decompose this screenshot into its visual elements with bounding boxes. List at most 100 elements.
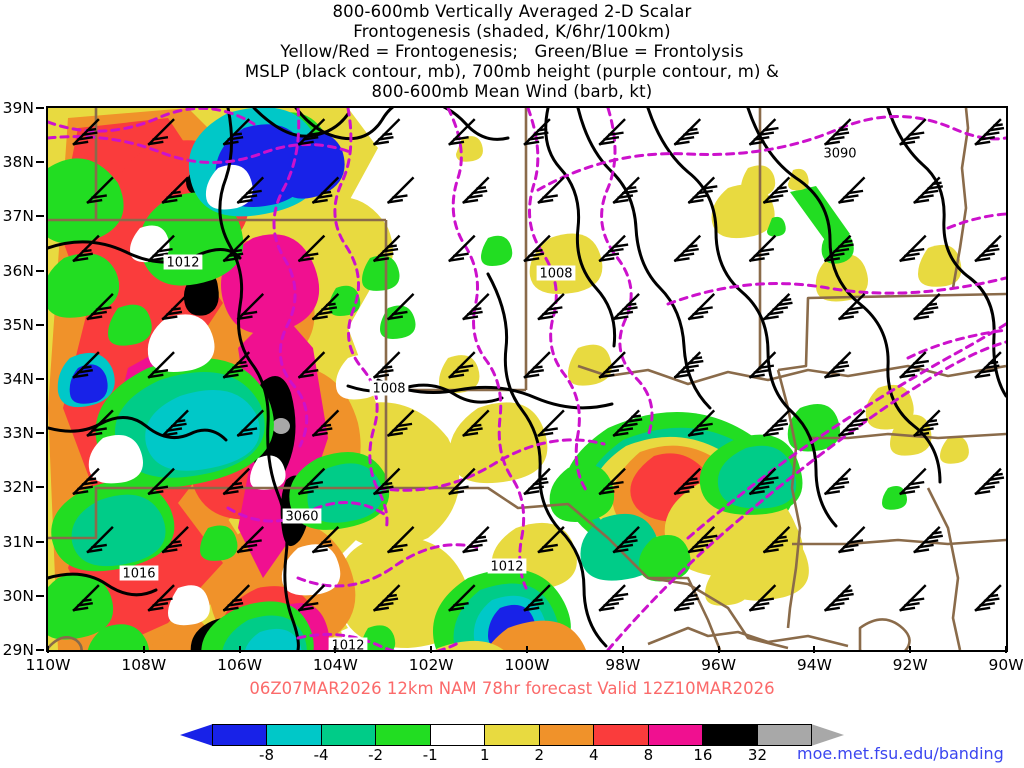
title-line-2: Frontogenesis (shaded, K/6hr/100km) [353,22,671,41]
wind-barb [899,351,929,379]
wind-barb [311,526,340,554]
wind-barb [748,118,779,146]
latitude-tick-label: 38N [2,153,34,172]
colorbar-tick-label: -8 [259,746,275,764]
latitude-tick [36,161,44,164]
wind-barb [837,409,868,437]
colorbar-tick-label: 1 [479,746,490,764]
latitude-tick [36,107,44,109]
colorbar-tick-label: -1 [422,746,438,764]
forecast-caption: 06Z07MAR2026 12km NAM 78hr forecast Vali… [249,679,775,698]
wind-barb [673,351,704,379]
wind-barb [372,118,401,146]
wind-barb [598,467,626,496]
colorbar-segment [648,725,704,745]
latitude-tick-label: 37N [2,207,34,226]
latitude-axis: 39N 38N 37N 36N 35N 34N 33N 32N 31N 30N 29N [0,99,44,659]
state-border-lines [48,108,1006,650]
colorbar-segment [267,725,322,745]
wind-barb [913,409,941,437]
longitude-tick [526,646,528,653]
wind-barb [899,467,927,496]
latitude-tick [36,215,44,218]
title-line-5: 800-600mb Mean Wind (barb, kt) [371,82,653,101]
longitude-tick-label: 100W [504,656,550,674]
wind-barb [748,234,777,263]
wind-barb [448,351,476,379]
wind-barb [748,351,777,379]
colorbar-over-arrow [811,724,844,746]
wind-barb [161,293,189,321]
wind-barb [762,293,793,321]
wind-barb [86,293,114,321]
title-line-1: 800-600mb Vertically Averaged 2-D Scalar [332,2,692,21]
height-contour-label: 3090 [823,147,856,162]
wind-barb [147,351,175,379]
wind-barb [837,176,866,204]
wind-barb [537,293,565,321]
wind-barb [974,467,1005,496]
wind-barb [72,351,100,379]
latitude-tick-label: 35N [2,315,34,334]
height-contour-label-bg [282,508,322,524]
wind-barb [311,409,340,437]
colorbar-under-arrow [180,724,213,746]
wind-barb [523,584,551,612]
wind-barb [823,467,852,496]
colorbar-tick-label: -2 [368,746,384,764]
longitude-tick [909,646,912,653]
wind-barb [762,409,791,437]
wind-barb [537,409,565,437]
latitude-tick [36,432,44,435]
latitude-tick-label: 39N [2,99,34,117]
wind-barb [913,526,943,554]
wind-barb [72,118,100,146]
mslp-contour-label-bg [119,565,159,581]
wind-barb [386,409,415,437]
wind-barb [72,467,100,496]
wind-barb [86,409,114,437]
mslp-contour-label: 1012 [166,256,199,271]
colorbar-segment [539,725,595,745]
wind-barb [297,584,326,612]
wind-barb [598,351,626,379]
wind-barb [147,584,175,612]
map-canvas: 1012 1008 1008 1016 1012 1012 3090 3060 [48,108,1006,650]
wind-barb [687,409,716,437]
wind-barb [386,526,415,554]
mslp-contour-label-bg [163,254,203,270]
wind-barb [823,351,852,379]
wind-barb [974,118,1005,146]
mslp-contour-label: 1008 [539,267,572,282]
wind-barb [448,584,476,612]
wind-barb [222,234,251,263]
wind-barb [236,409,265,437]
wind-barb [297,234,326,263]
wind-barb [523,351,551,379]
wind-barb [687,526,718,554]
wind-barb [72,234,100,263]
wind-barb [598,118,626,146]
mslp-contour-label: 1012 [331,639,364,651]
latitude-tick [36,323,44,326]
wind-barb [462,176,490,204]
wind-barb [147,234,175,263]
wind-barb [297,118,326,146]
wind-barb [462,409,490,437]
latitude-tick [36,594,44,597]
wind-barb [147,467,175,496]
longitude-tick-label: 108W [121,656,167,674]
wind-barb [899,584,927,612]
wind-barb [222,584,251,612]
wind-barb [823,584,854,612]
wind-barb [372,351,401,379]
wind-barb [837,293,866,321]
colorbar-tick-label: 8 [643,746,654,764]
map-plot-area: 1012 1008 1008 1016 1012 1012 3090 3060 [46,106,1008,652]
wind-barb [222,467,251,496]
mslp-contour-label-bg [328,637,368,650]
mslp-contour-label-bg [536,265,576,281]
mslp-contour-label: 1008 [372,382,405,397]
latitude-tick-label: 34N [2,370,34,388]
wind-barb [612,176,640,204]
